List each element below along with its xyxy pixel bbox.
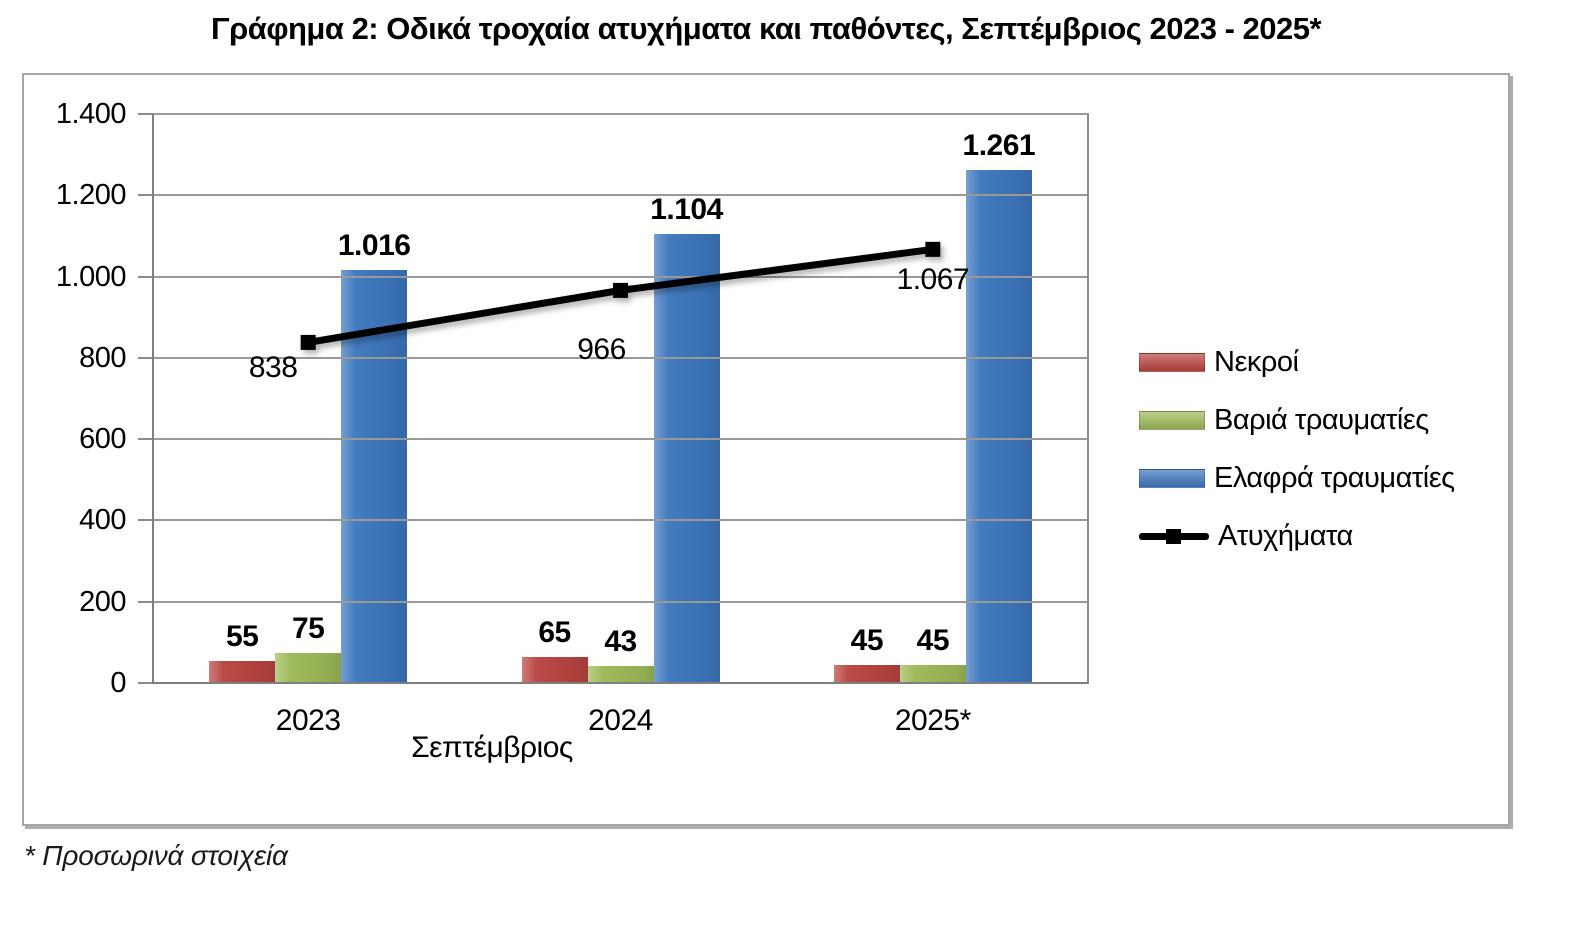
legend-label: Βαριά τραυματίες: [1214, 403, 1429, 436]
y-axis-tick-label: 400: [79, 504, 126, 537]
bar-value-label: 65: [538, 615, 571, 649]
bar-serious_injuries-2023: [275, 652, 342, 683]
bar-deaths-2025*: [833, 664, 900, 683]
bar-value-label: 75: [291, 611, 325, 645]
bar-light_injuries-2025*: [965, 170, 1032, 683]
bar-serious_injuries-2024: [587, 665, 654, 683]
legend-item-accidents: Ατυχήματα: [1139, 507, 1499, 565]
gridline: [152, 113, 1089, 115]
legend-item-serious-injuries: Βαριά τραυματίες: [1139, 391, 1499, 449]
bar-serious_injuries-2025*: [899, 664, 966, 683]
bar-value-label: 55: [225, 619, 259, 653]
gridline: [152, 682, 1089, 684]
gridline: [152, 275, 1089, 278]
legend-item-light-injuries: Ελαφρά τραυματίες: [1139, 449, 1499, 507]
y-axis-tick-label: 1.000: [55, 260, 127, 293]
legend-label: Ελαφρά τραυματίες: [1214, 461, 1455, 494]
y-axis-tick-label: 800: [79, 341, 126, 374]
gridline: [152, 600, 1089, 603]
bar-value-label: 43: [604, 624, 637, 658]
y-axis-line: [152, 114, 154, 683]
accidents-line: [300, 241, 941, 350]
y-axis-tick: [138, 356, 152, 359]
deaths-swatch-icon: [1139, 352, 1205, 372]
line-marker-icon: [925, 241, 941, 257]
legend-label: Ατυχήματα: [1218, 519, 1353, 552]
y-axis-tick: [138, 519, 152, 522]
bar-value-label: 1.104: [650, 193, 723, 227]
chart-area: 0 200 400 600 800 1.000 1.200 1.400 55 65 45 75 43 45…: [22, 73, 1510, 826]
bar-light_injuries-2024: [653, 234, 720, 683]
y-axis-tick: [138, 275, 152, 278]
light-injuries-swatch-icon: [1139, 468, 1205, 488]
legend-label: Νεκροί: [1214, 345, 1299, 378]
x-axis-label: 2024: [588, 704, 653, 737]
gridline: [152, 194, 1089, 197]
y-axis-tick: [138, 600, 152, 603]
bar-light_injuries-2023: [341, 270, 408, 683]
serious-injuries-swatch-icon: [1139, 410, 1205, 430]
bar-value-label: 45: [916, 623, 950, 657]
x-axis-label: 2023: [275, 704, 341, 737]
bar-value-label: 1.016: [337, 229, 411, 263]
y-axis-tick-label: 200: [79, 585, 126, 618]
x-axis-title: Σεπτέμβριος: [411, 731, 573, 764]
bar-deaths-2024: [521, 656, 588, 683]
y-axis-tick-label: 1.200: [55, 179, 127, 212]
line-value-label: 1.067: [896, 263, 970, 297]
legend: Νεκροί Βαριά τραυματίες Ελαφρά τραυματίε…: [1139, 333, 1499, 565]
line-marker-icon: [613, 282, 628, 298]
plot-right-border: [1087, 114, 1089, 683]
y-axis-tick-label: 600: [79, 423, 126, 456]
y-axis-tick: [138, 682, 152, 684]
bar-value-label: 45: [850, 623, 884, 657]
y-axis-tick: [138, 438, 152, 441]
line-value-label: 966: [577, 333, 626, 367]
bar-deaths-2023: [209, 660, 276, 683]
y-axis-tick: [138, 194, 152, 197]
gridline: [152, 438, 1089, 441]
plot-area: 0 200 400 600 800 1.000 1.200 1.400 55 65 45 75 43 45…: [56, 98, 1089, 737]
y-axis-tick: [138, 113, 152, 115]
line-value-label: 838: [248, 351, 298, 385]
gridline: [152, 356, 1089, 359]
accidents-line-swatch-icon: [1139, 527, 1209, 546]
line-marker-icon: [300, 334, 316, 350]
chart-title: Γράφημα 2: Οδικά τροχαία ατυχήματα και π…: [210, 11, 1322, 46]
bar-value-label: 1.261: [962, 129, 1036, 163]
x-axis-label: 2025*: [894, 704, 971, 737]
footnote: * Προσωρινά στοιχεία: [24, 840, 288, 871]
legend-item-deaths: Νεκροί: [1139, 333, 1499, 391]
y-axis-tick-label: 1.400: [55, 98, 127, 130]
gridline: [152, 519, 1089, 522]
y-axis-tick-label: 0: [110, 667, 126, 699]
